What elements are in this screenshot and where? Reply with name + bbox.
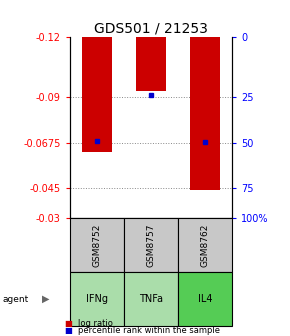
Bar [190, 37, 220, 190]
Bar [70, 218, 124, 272]
Title: GDS501 / 21253: GDS501 / 21253 [94, 22, 208, 36]
Text: ▶: ▶ [42, 294, 50, 304]
Text: ■: ■ [64, 326, 72, 335]
Bar [136, 37, 166, 91]
Text: GSM8752: GSM8752 [92, 223, 101, 267]
Bar [124, 272, 178, 326]
Text: ■: ■ [64, 319, 72, 328]
Text: IL4: IL4 [198, 294, 212, 304]
Bar [178, 218, 232, 272]
Text: percentile rank within the sample: percentile rank within the sample [78, 326, 220, 335]
Text: log ratio: log ratio [78, 319, 113, 328]
Bar [178, 272, 232, 326]
Bar [82, 37, 112, 152]
Bar [124, 218, 178, 272]
Text: GSM8762: GSM8762 [200, 223, 209, 267]
Text: TNFa: TNFa [139, 294, 163, 304]
Bar [70, 272, 124, 326]
Text: IFNg: IFNg [86, 294, 108, 304]
Text: GSM8757: GSM8757 [146, 223, 155, 267]
Text: agent: agent [3, 295, 29, 303]
